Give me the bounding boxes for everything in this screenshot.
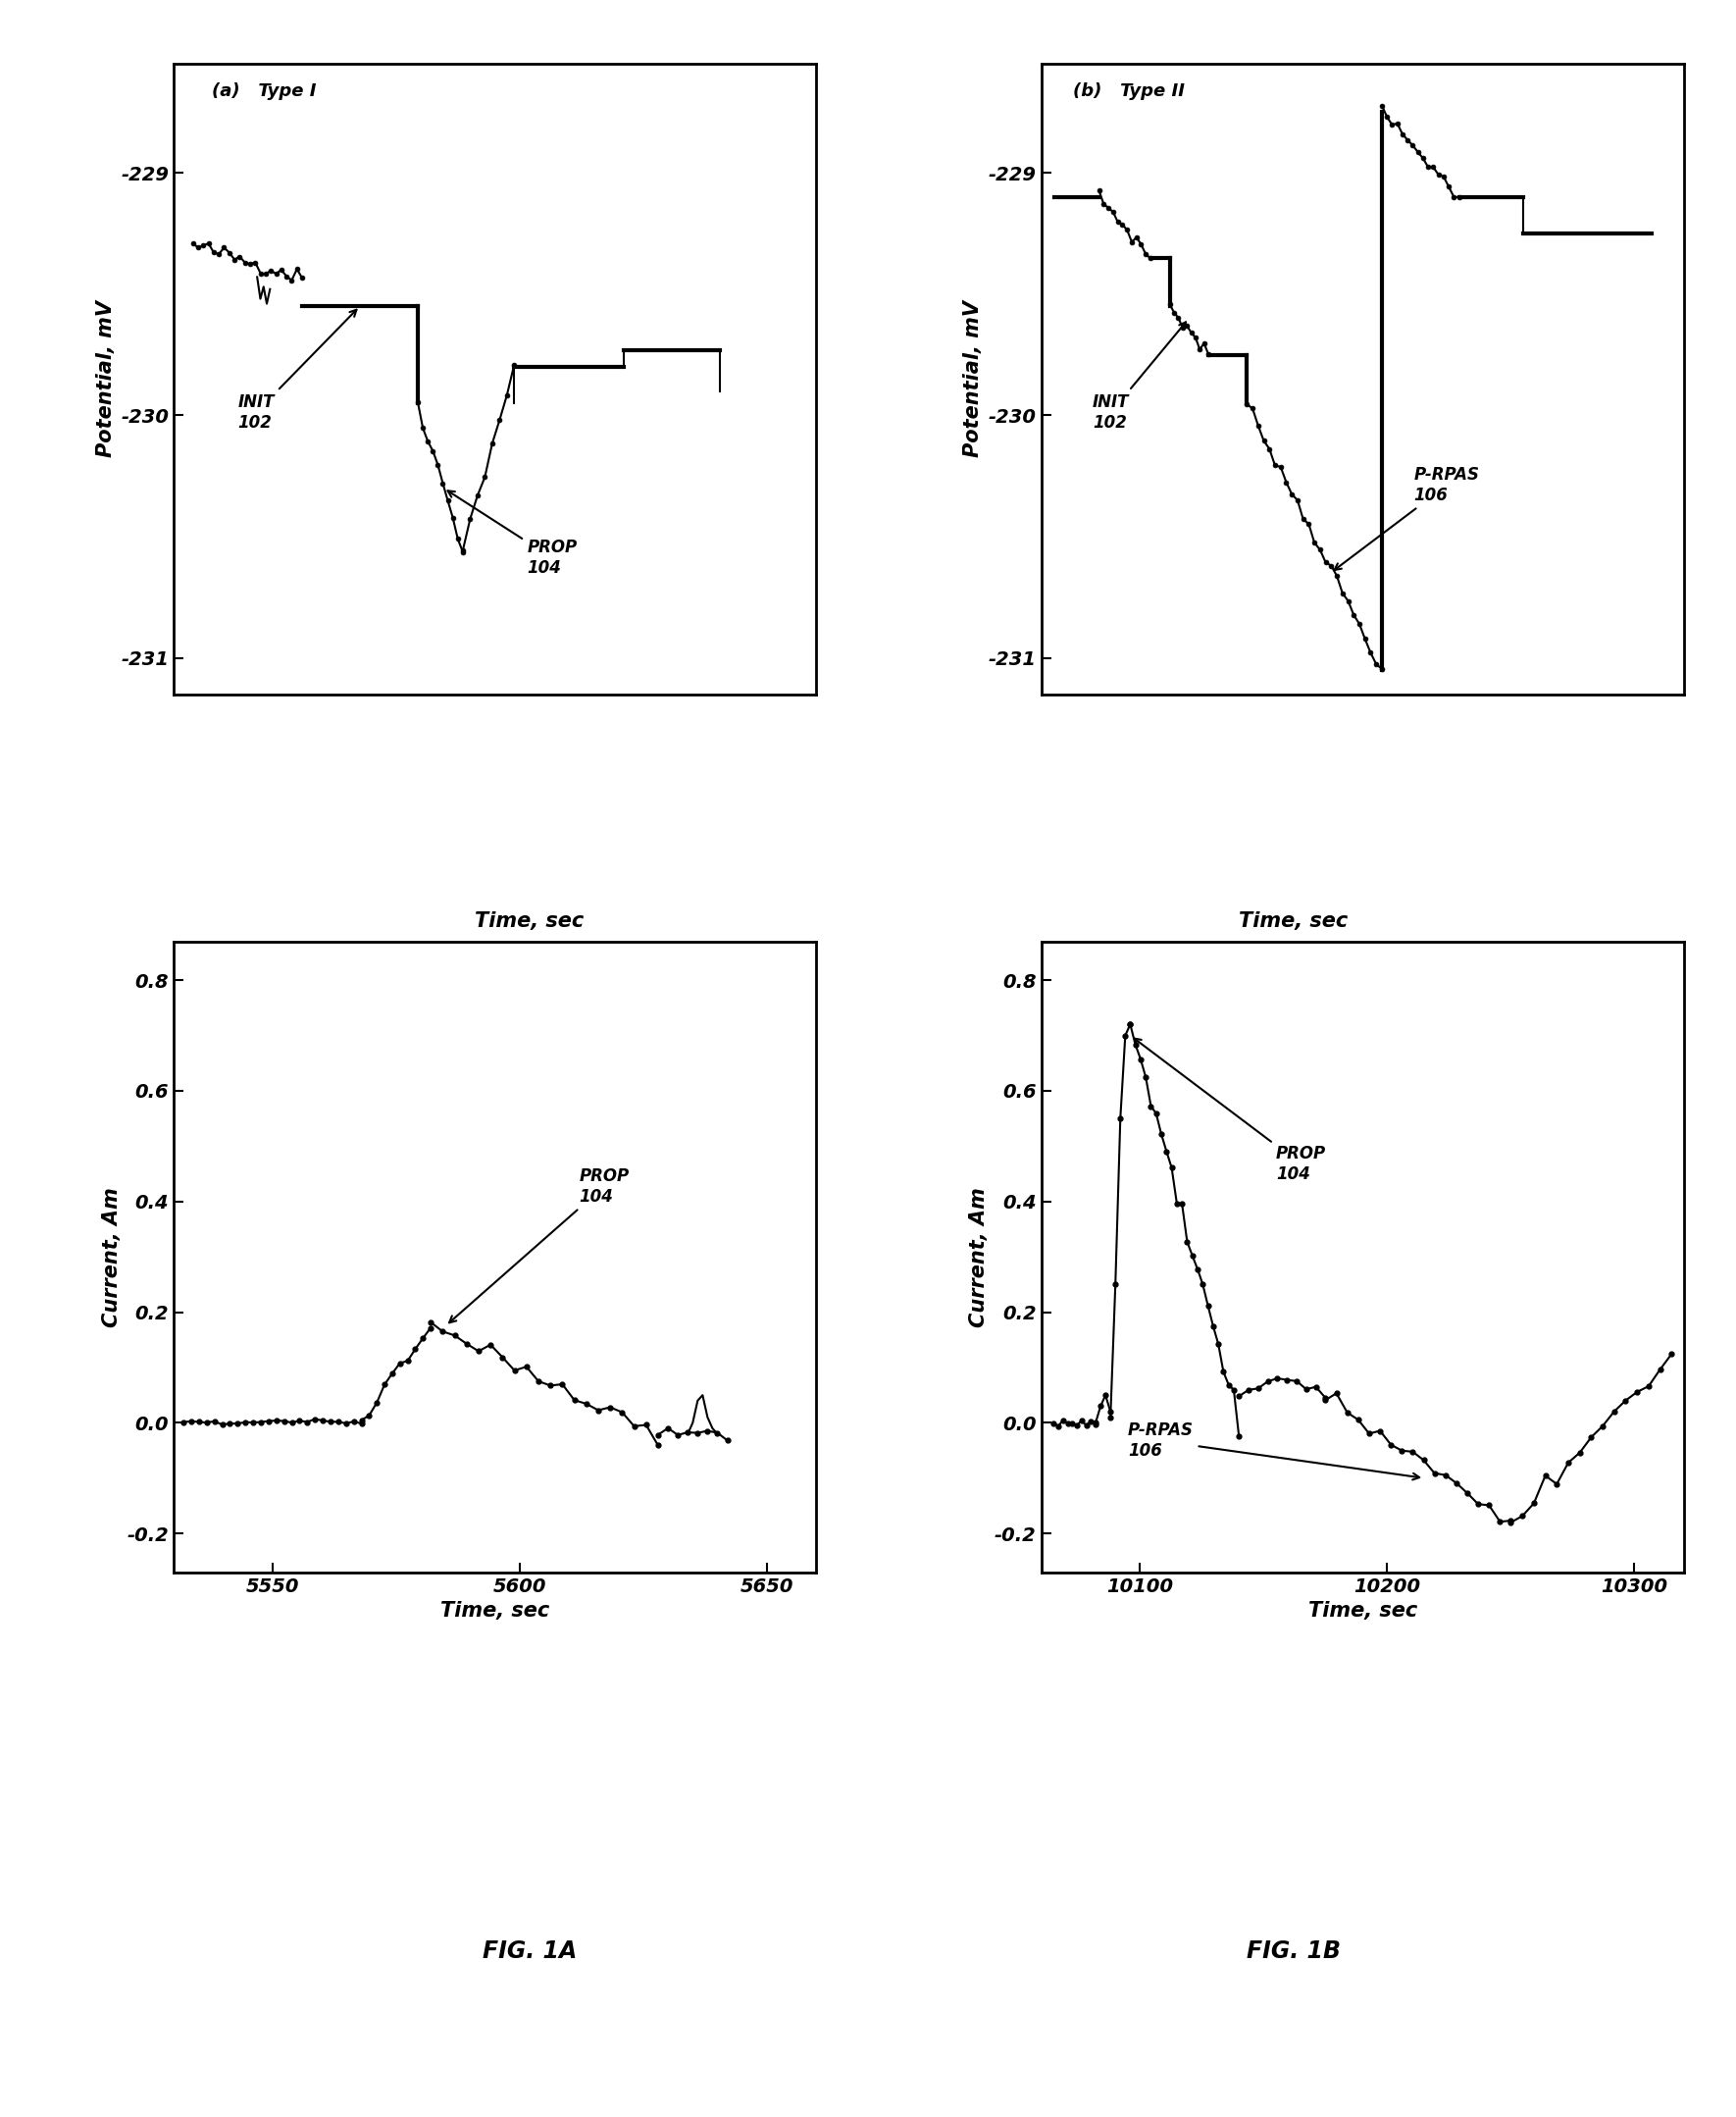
Text: PROP
104: PROP 104 (448, 491, 578, 578)
Y-axis label: Potential, mV: Potential, mV (95, 301, 115, 457)
Text: FIG. 1A: FIG. 1A (483, 1939, 576, 1962)
Text: Time, sec: Time, sec (476, 912, 583, 931)
Y-axis label: Current, Am: Current, Am (102, 1188, 122, 1327)
Y-axis label: Current, Am: Current, Am (969, 1188, 990, 1327)
Text: (a)   Type I: (a) Type I (212, 83, 316, 99)
X-axis label: Time, sec: Time, sec (441, 1600, 550, 1622)
Text: PROP
104: PROP 104 (1134, 1039, 1326, 1183)
Text: Time, sec: Time, sec (1240, 912, 1347, 931)
Text: INIT
102: INIT 102 (238, 309, 356, 432)
Text: (b)   Type II: (b) Type II (1073, 83, 1186, 99)
Text: PROP
104: PROP 104 (450, 1166, 628, 1323)
Text: P-RPAS
106: P-RPAS 106 (1335, 466, 1479, 569)
X-axis label: Time, sec: Time, sec (1307, 1600, 1417, 1622)
Y-axis label: Potential, mV: Potential, mV (963, 301, 983, 457)
Text: INIT
102: INIT 102 (1092, 322, 1186, 432)
Text: FIG. 1B: FIG. 1B (1246, 1939, 1340, 1962)
Text: P-RPAS
106: P-RPAS 106 (1128, 1423, 1420, 1480)
